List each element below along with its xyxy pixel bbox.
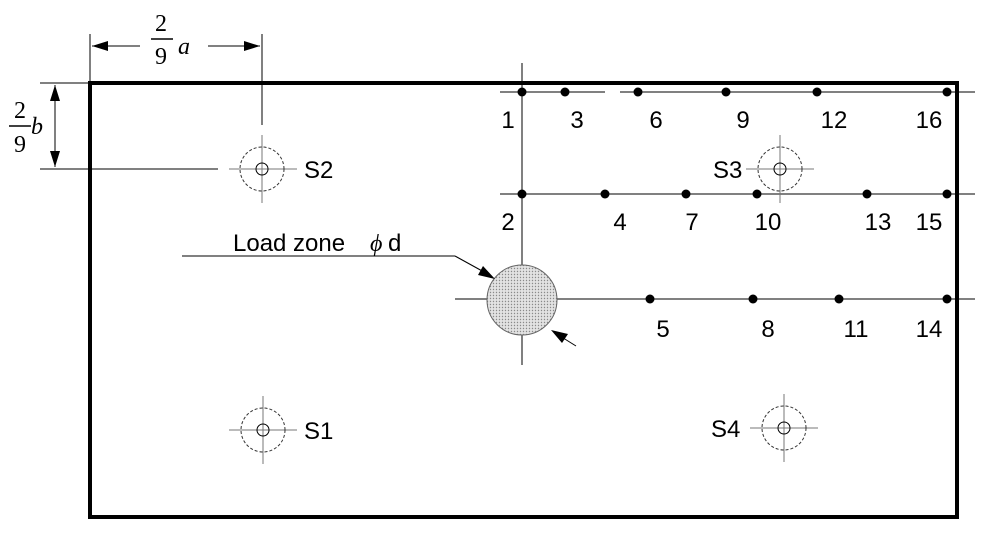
- point-label-3: 3: [570, 107, 583, 134]
- point-label-11: 11: [844, 316, 869, 343]
- dimension-a-variable: a: [178, 34, 190, 60]
- point-label-13: 13: [865, 209, 892, 236]
- point-marker-9: [721, 87, 731, 97]
- point-label-4: 4: [613, 209, 626, 236]
- point-label-6: 6: [649, 107, 662, 134]
- dimension-b-denominator: 9: [14, 132, 26, 158]
- point-label-5: 5: [656, 316, 669, 343]
- dimension-b-numerator: 2: [14, 98, 26, 124]
- support-s2: S2: [229, 135, 333, 203]
- load-zone-diameter-var: d: [388, 230, 401, 257]
- point-label-9: 9: [736, 107, 749, 134]
- point-marker-4: [600, 189, 610, 199]
- measurement-point-labels: 1 2 3 4 5 6 7 8 9 10 11 12 13 14 15 16: [501, 107, 942, 343]
- dimension-a: 2 9 a: [89, 11, 263, 125]
- support-s2-label: S2: [304, 157, 333, 184]
- point-marker-14: [942, 294, 952, 304]
- point-marker-16: [942, 87, 952, 97]
- support-s4-label: S4: [711, 416, 740, 443]
- point-marker-10: [752, 189, 762, 199]
- point-marker-7: [681, 189, 691, 199]
- point-marker-2: [517, 189, 527, 199]
- plate-outline: [88, 81, 959, 519]
- point-label-7: 7: [685, 209, 698, 236]
- point-marker-6: [633, 87, 643, 97]
- support-s4: S4: [711, 394, 818, 462]
- point-label-2: 2: [501, 209, 514, 236]
- point-marker-8: [748, 294, 758, 304]
- point-marker-1: [517, 87, 527, 97]
- dimension-a-denominator: 9: [155, 44, 167, 70]
- load-zone-label: Load zone: [233, 230, 345, 257]
- point-label-1: 1: [501, 107, 514, 134]
- dimension-a-numerator: 2: [155, 11, 167, 37]
- point-marker-15: [942, 189, 952, 199]
- point-marker-3: [560, 87, 570, 97]
- point-label-12: 12: [821, 107, 848, 134]
- point-label-10: 10: [755, 209, 782, 236]
- load-zone: Load zone ϕ d: [182, 230, 577, 347]
- load-zone-phi-symbol: ϕ: [370, 231, 382, 257]
- point-marker-12: [812, 87, 822, 97]
- dimension-b: 2 9 b: [9, 82, 218, 170]
- point-marker-13: [862, 189, 872, 199]
- point-marker-11: [834, 294, 844, 304]
- support-s3-label: S3: [713, 157, 742, 184]
- support-s1: S1: [229, 396, 333, 464]
- point-label-14: 14: [916, 316, 943, 343]
- point-label-15: 15: [916, 209, 943, 236]
- point-label-8: 8: [761, 316, 774, 343]
- point-label-16: 16: [916, 107, 943, 134]
- measurement-point-markers: [517, 87, 952, 304]
- dimension-b-variable: b: [31, 114, 43, 140]
- support-s3: S3: [713, 135, 814, 203]
- point-marker-5: [645, 294, 655, 304]
- support-s1-label: S1: [304, 418, 333, 445]
